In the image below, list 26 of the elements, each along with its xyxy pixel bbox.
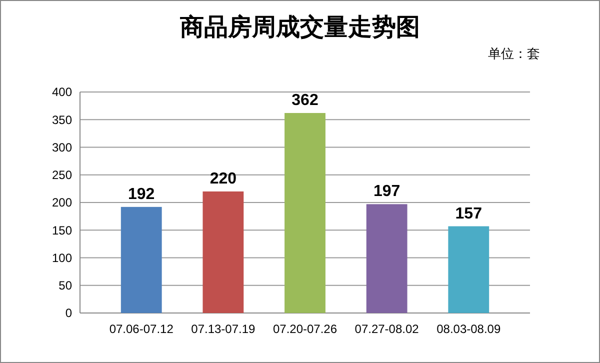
data-label: 157 (455, 205, 482, 222)
data-label: 220 (210, 170, 237, 188)
y-tick-label: 400 (52, 85, 72, 100)
y-tick-label: 100 (52, 250, 72, 265)
y-tick-label: 250 (52, 168, 72, 182)
x-tick-label: 07.13-07.19 (191, 322, 256, 336)
bar (366, 204, 408, 313)
y-tick-label: 50 (58, 278, 72, 293)
bar (120, 206, 162, 313)
data-label: 197 (373, 183, 400, 200)
chart-title: 商品房周成交量走势图 (179, 14, 420, 41)
text: 单位：套 (488, 46, 540, 61)
y-tick-label: 350 (52, 112, 72, 127)
x-tick-label: 07.20-07.26 (272, 322, 338, 336)
data-label: 192 (128, 186, 155, 203)
x-tick-label: 07.27-08.02 (354, 322, 420, 336)
x-tick-label: 07.06-07.12 (109, 322, 174, 336)
data-label: 362 (292, 92, 318, 109)
y-tick-label: 300 (52, 140, 72, 154)
x-tick-label: 08.03-08.09 (436, 322, 501, 336)
bar (202, 191, 244, 313)
bar (448, 226, 490, 313)
y-tick-label: 200 (52, 196, 72, 210)
y-tick-label: 0 (65, 306, 72, 320)
bar (284, 112, 326, 313)
y-tick-label: 150 (52, 223, 72, 238)
